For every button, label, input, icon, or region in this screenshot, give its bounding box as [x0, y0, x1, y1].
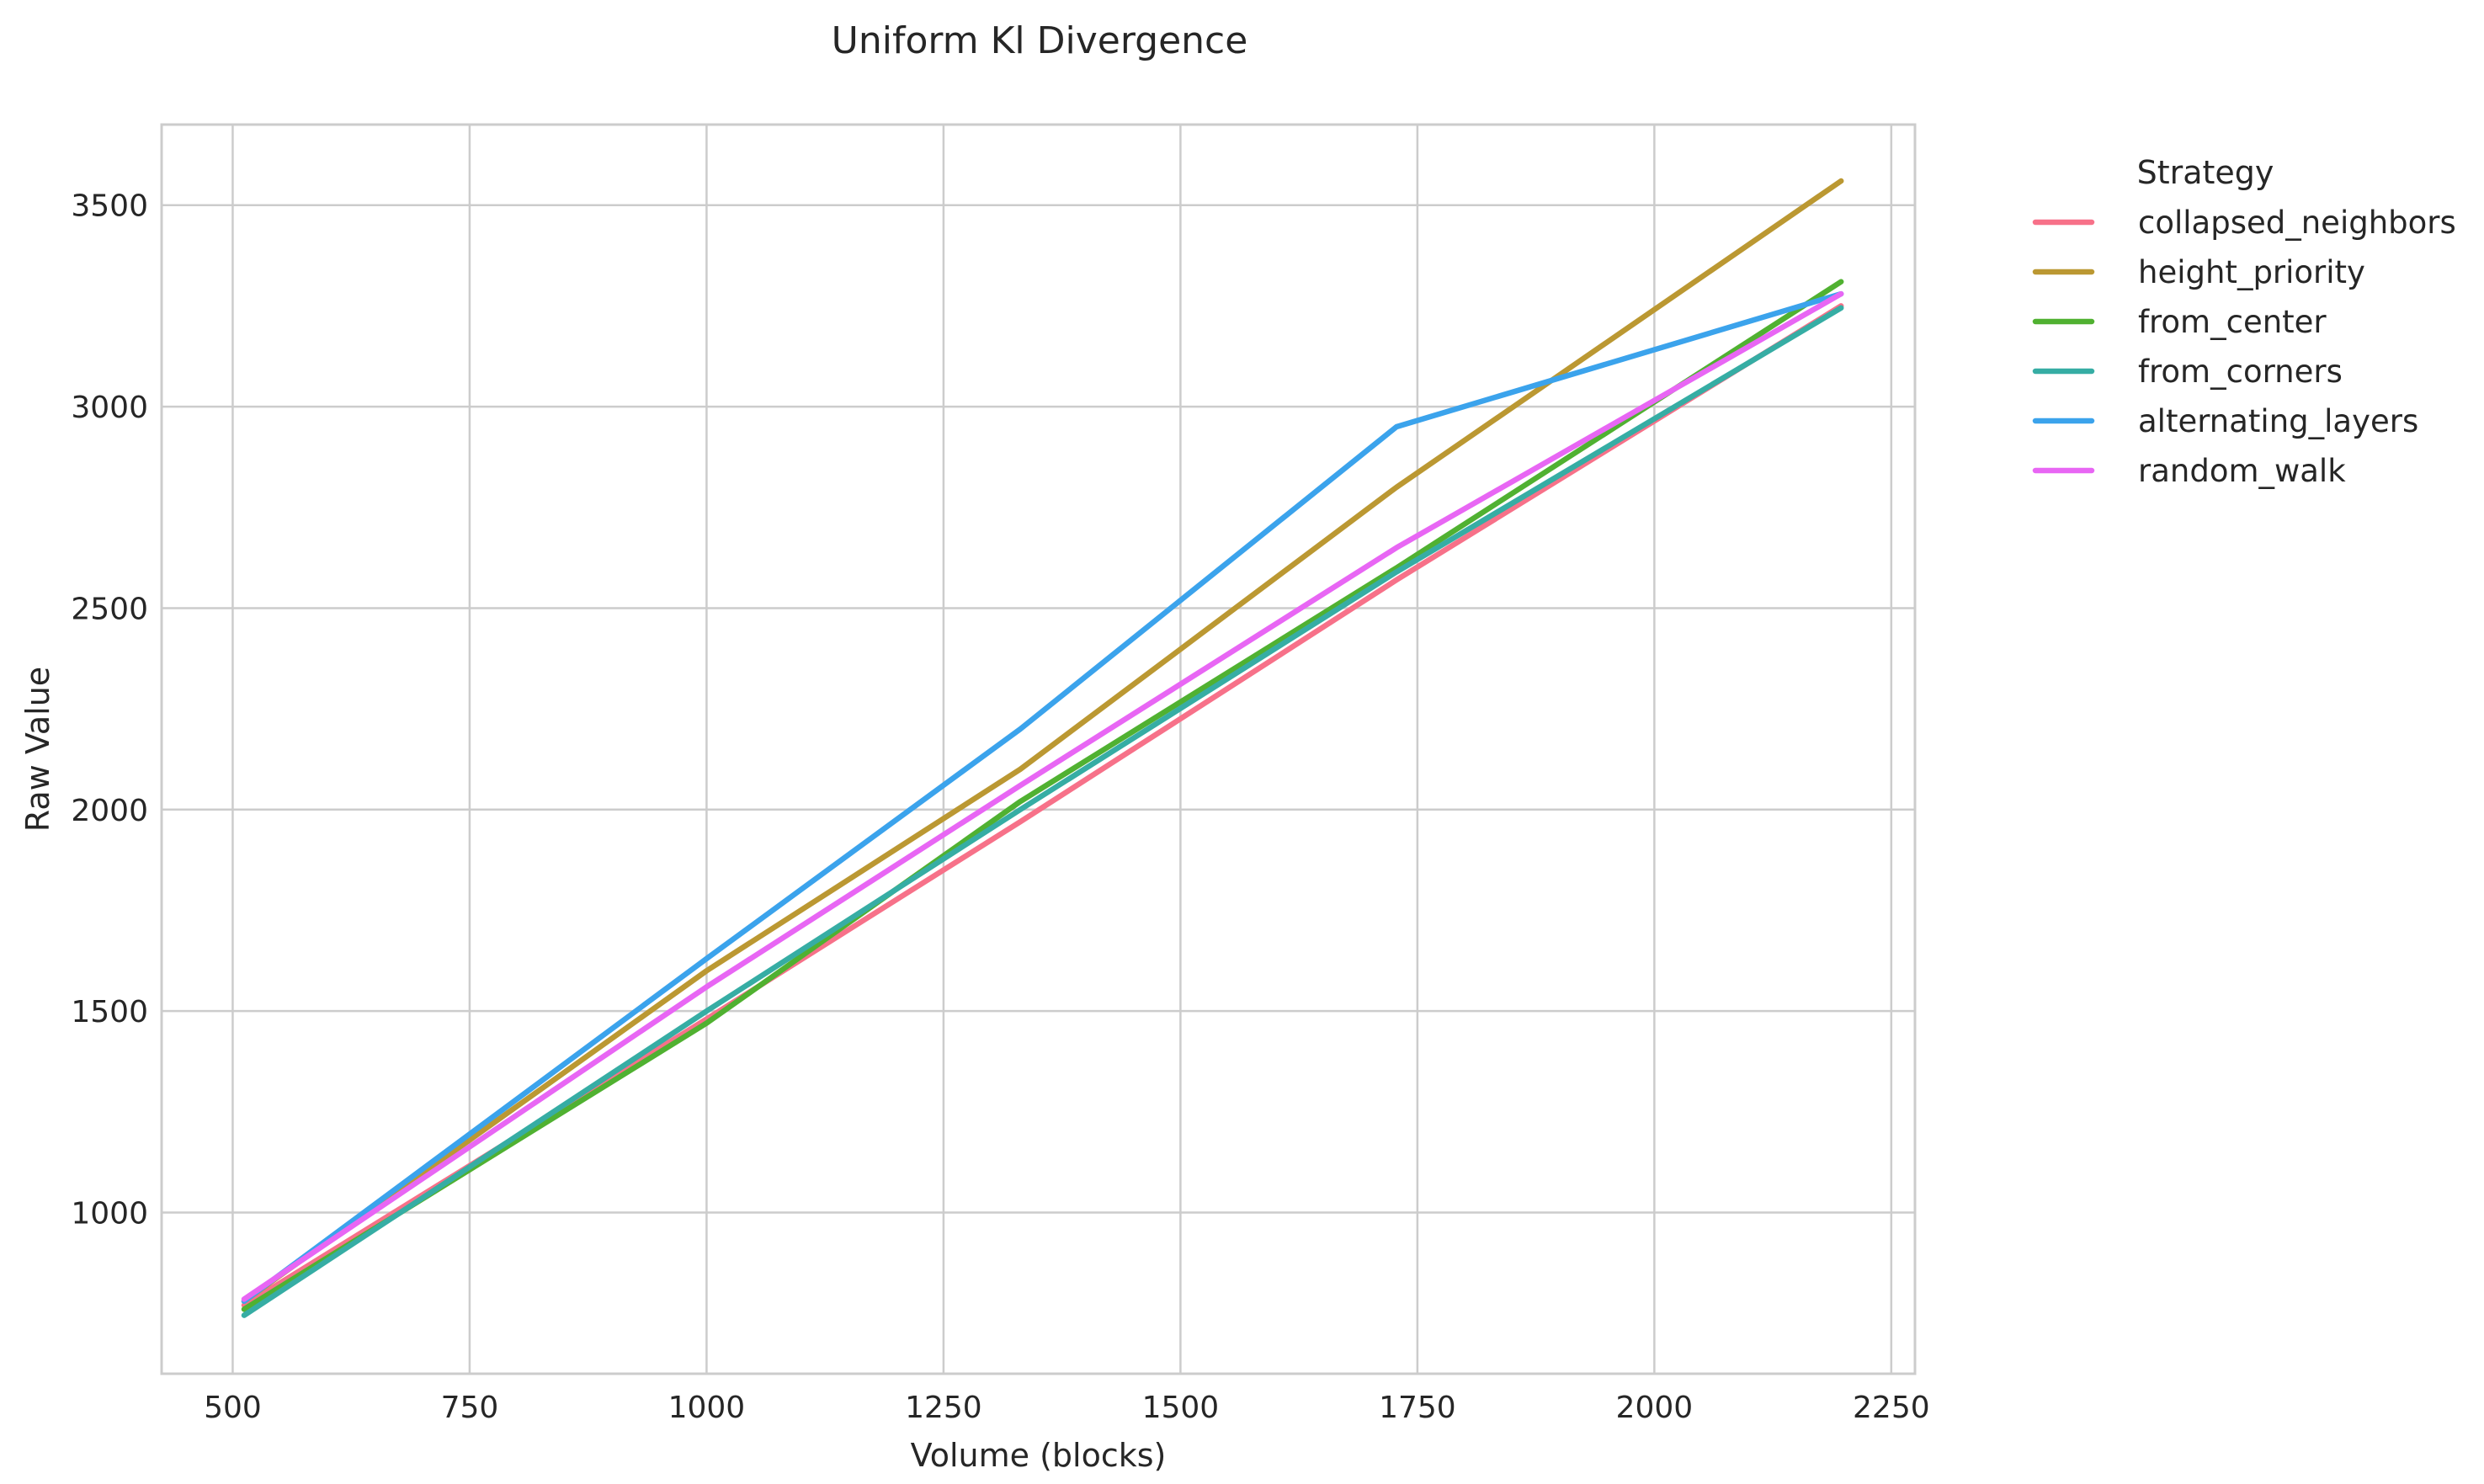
- x-tick-labels: 500 750 1000 1250 1500 1750 2000 2250: [204, 1391, 1930, 1425]
- legend-label: random_walk: [2138, 453, 2346, 489]
- chart-title: Uniform Kl Divergence: [832, 19, 1248, 62]
- x-tick-label: 1750: [1379, 1391, 1456, 1425]
- y-tick-label: 1000: [71, 1197, 148, 1231]
- y-tick-label: 1500: [71, 995, 148, 1029]
- legend-label: alternating_layers: [2138, 403, 2418, 439]
- series-line-from_corners: [241, 305, 1844, 1318]
- legend-label: from_corners: [2138, 354, 2343, 390]
- x-tick-label: 1250: [905, 1391, 982, 1425]
- legend-label: height_priority: [2138, 254, 2365, 290]
- y-axis-label: Raw Value: [19, 667, 56, 832]
- plot-frame: [160, 123, 1917, 1375]
- x-tick-label: 750: [441, 1391, 499, 1425]
- legend-label: collapsed_neighbors: [2138, 205, 2456, 241]
- legend-label: from_center: [2138, 304, 2327, 340]
- legend: Strategy collapsed_neighbors height_prior…: [2032, 154, 2456, 489]
- x-tick-label: 500: [204, 1391, 262, 1425]
- y-tick-label: 3000: [71, 391, 148, 425]
- y-tick-label: 2000: [71, 794, 148, 828]
- legend-title: Strategy: [2137, 154, 2274, 191]
- y-tick-labels: 1000 1500 2000 2500 3000 3500: [71, 189, 148, 1231]
- x-tick-label: 1500: [1142, 1391, 1220, 1425]
- series-line-alternating_layers: [241, 290, 1844, 1305]
- x-axis-label: Volume (blocks): [911, 1437, 1167, 1474]
- x-tick-label: 2250: [1853, 1391, 1930, 1425]
- x-tick-label: 1000: [668, 1391, 746, 1425]
- legend-items: collapsed_neighbors height_priority from_c…: [2032, 205, 2456, 489]
- y-tick-label: 2500: [71, 592, 148, 626]
- grid: [162, 125, 1915, 1374]
- series-line-random_walk: [241, 290, 1844, 1302]
- y-tick-label: 3500: [71, 189, 148, 224]
- series-line-height_priority: [241, 178, 1844, 1305]
- series-line-from_center: [241, 279, 1844, 1312]
- x-tick-label: 2000: [1616, 1391, 1694, 1425]
- series-lines: [241, 178, 1844, 1318]
